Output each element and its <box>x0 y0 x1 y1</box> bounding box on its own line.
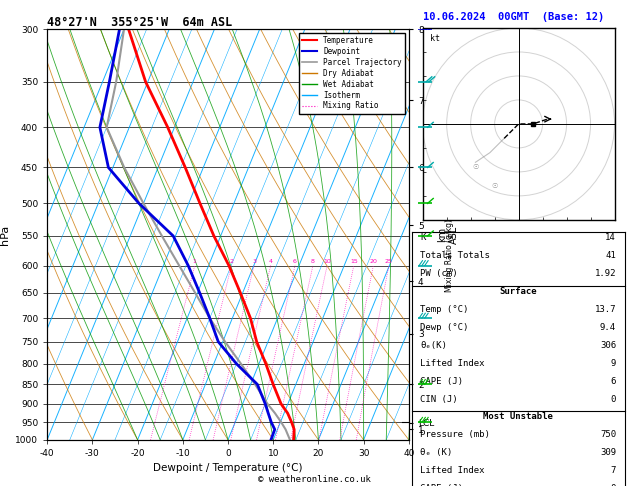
Text: 1: 1 <box>193 259 197 263</box>
Text: Mixing Ratio (g/kg): Mixing Ratio (g/kg) <box>445 219 454 292</box>
Text: CIN (J): CIN (J) <box>421 395 458 403</box>
Text: 3: 3 <box>252 259 256 263</box>
Text: 1.92: 1.92 <box>594 269 616 278</box>
Text: 0: 0 <box>611 484 616 486</box>
Text: Totals Totals: Totals Totals <box>421 251 491 260</box>
Text: 13.7: 13.7 <box>594 305 616 314</box>
Text: K: K <box>421 233 426 243</box>
Y-axis label: km
ASL: km ASL <box>437 226 459 243</box>
Text: 306: 306 <box>600 341 616 350</box>
Text: 9.4: 9.4 <box>600 323 616 332</box>
Text: 25: 25 <box>385 259 392 263</box>
Text: Lifted Index: Lifted Index <box>421 359 485 368</box>
Text: Surface: Surface <box>499 287 537 296</box>
Text: 4: 4 <box>269 259 273 263</box>
Text: 2: 2 <box>230 259 233 263</box>
Text: 10.06.2024  00GMT  (Base: 12): 10.06.2024 00GMT (Base: 12) <box>423 12 604 22</box>
Text: 8: 8 <box>311 259 315 263</box>
Text: ☉: ☉ <box>491 183 498 189</box>
Text: PW (cm): PW (cm) <box>421 269 458 278</box>
Text: 750: 750 <box>600 431 616 439</box>
Text: Lifted Index: Lifted Index <box>421 466 485 475</box>
Text: 6: 6 <box>611 377 616 386</box>
Y-axis label: hPa: hPa <box>0 225 9 244</box>
Text: 9: 9 <box>611 359 616 368</box>
Text: CAPE (J): CAPE (J) <box>421 377 464 386</box>
Text: Dewp (°C): Dewp (°C) <box>421 323 469 332</box>
Text: Most Unstable: Most Unstable <box>483 413 554 421</box>
Text: 10: 10 <box>323 259 331 263</box>
Text: 7: 7 <box>611 466 616 475</box>
Text: ☉: ☉ <box>472 164 479 170</box>
Text: kt: kt <box>430 34 440 43</box>
Text: Temp (°C): Temp (°C) <box>421 305 469 314</box>
Text: θₑ (K): θₑ (K) <box>421 448 453 457</box>
X-axis label: Dewpoint / Temperature (°C): Dewpoint / Temperature (°C) <box>153 464 303 473</box>
Text: 41: 41 <box>605 251 616 260</box>
Text: 48°27'N  355°25'W  64m ASL: 48°27'N 355°25'W 64m ASL <box>47 16 233 29</box>
Text: CAPE (J): CAPE (J) <box>421 484 464 486</box>
Text: 15: 15 <box>350 259 358 263</box>
Text: © weatheronline.co.uk: © weatheronline.co.uk <box>258 474 371 484</box>
Text: θₑ(K): θₑ(K) <box>421 341 447 350</box>
Text: 14: 14 <box>605 233 616 243</box>
Text: 309: 309 <box>600 448 616 457</box>
Text: 20: 20 <box>369 259 377 263</box>
Legend: Temperature, Dewpoint, Parcel Trajectory, Dry Adiabat, Wet Adiabat, Isotherm, Mi: Temperature, Dewpoint, Parcel Trajectory… <box>299 33 405 114</box>
Text: Pressure (mb): Pressure (mb) <box>421 431 491 439</box>
Text: 6: 6 <box>293 259 297 263</box>
Text: 0: 0 <box>611 395 616 403</box>
